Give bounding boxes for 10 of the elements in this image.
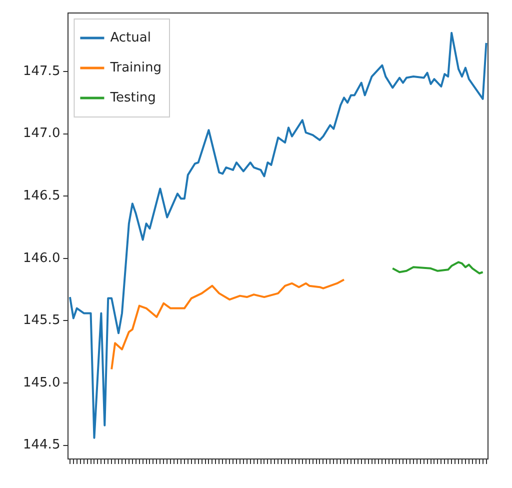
y-tick-label: 146.5 — [23, 188, 60, 204]
y-tick-label: 145.5 — [23, 313, 60, 328]
y-tick-label: 145.0 — [23, 375, 60, 390]
y-tick-label: 147.0 — [23, 126, 60, 142]
y-tick-label: 144.5 — [23, 438, 60, 453]
legend-label: Testing — [109, 90, 156, 106]
legend-label: Training — [109, 60, 162, 76]
legend-label: Actual — [110, 30, 151, 46]
y-tick-label: 146.0 — [23, 250, 60, 266]
y-tick-label: 147.5 — [23, 64, 60, 79]
